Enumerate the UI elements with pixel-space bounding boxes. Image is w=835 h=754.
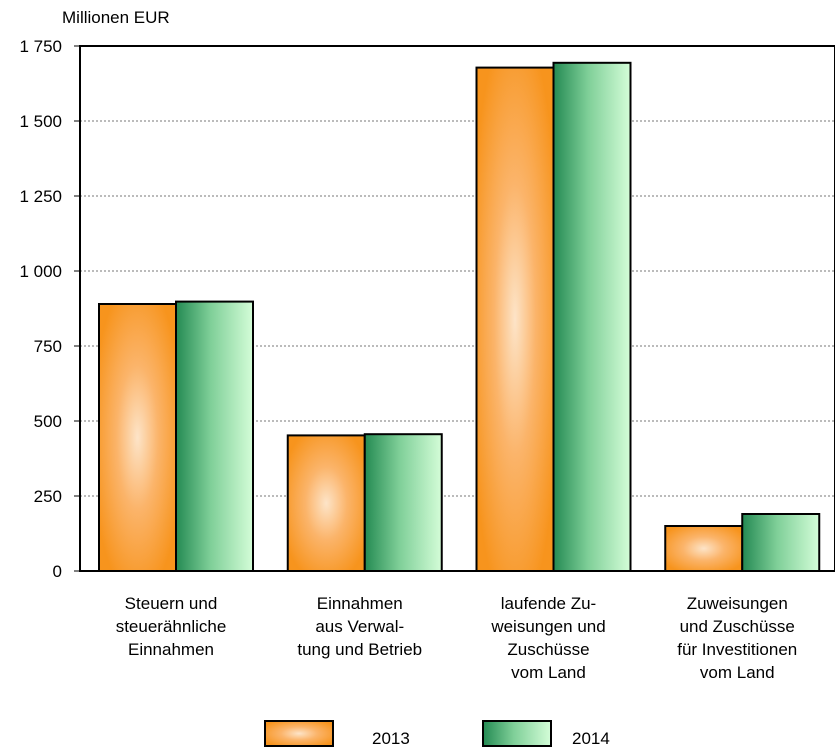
y-tick-label: 750 [34,337,62,356]
x-category-label: laufende Zu- weisungen und Zuschüsse vom… [491,594,606,682]
bar-2013-cat-1 [98,303,177,572]
y-tick-label: 250 [34,487,62,506]
bars [98,61,821,573]
legend-label-2014: 2014 [572,729,610,748]
y-tick-label: 1 250 [19,187,62,206]
bar-2014-cat-4 [741,513,821,572]
y-tick-label: 1 000 [19,262,62,281]
y-tick-label: 500 [34,412,62,431]
legend-label-2013: 2013 [372,729,410,748]
bar-2014-cat-3 [552,61,632,573]
x-category-label: Zuweisungen und Zuschüsse für Investitio… [677,594,798,682]
y-axis-ticks: 0 250 500 750 1 000 1 250 1 500 1 750 [19,37,80,581]
bar-2013-cat-4 [664,525,744,572]
plot-frame [79,45,835,572]
legend [264,720,552,747]
bar-2014-cat-2 [363,433,443,573]
bar-2014-cat-1 [175,300,254,572]
x-category-label: Steuern und steuerähnliche Einnahmen [115,594,227,659]
legend-swatch-2013 [264,720,334,747]
y-tick-label: 0 [53,562,62,581]
legend-swatch-2014 [482,720,552,747]
bar-2013-cat-3 [475,66,555,572]
y-axis-label: Millionen EUR [62,8,170,27]
bar-2013-cat-2 [286,434,366,572]
x-category-label: Einnahmen aus Verwal- tung und Betrieb [297,594,423,659]
y-tick-label: 1 750 [19,37,62,56]
y-tick-label: 1 500 [19,112,62,131]
